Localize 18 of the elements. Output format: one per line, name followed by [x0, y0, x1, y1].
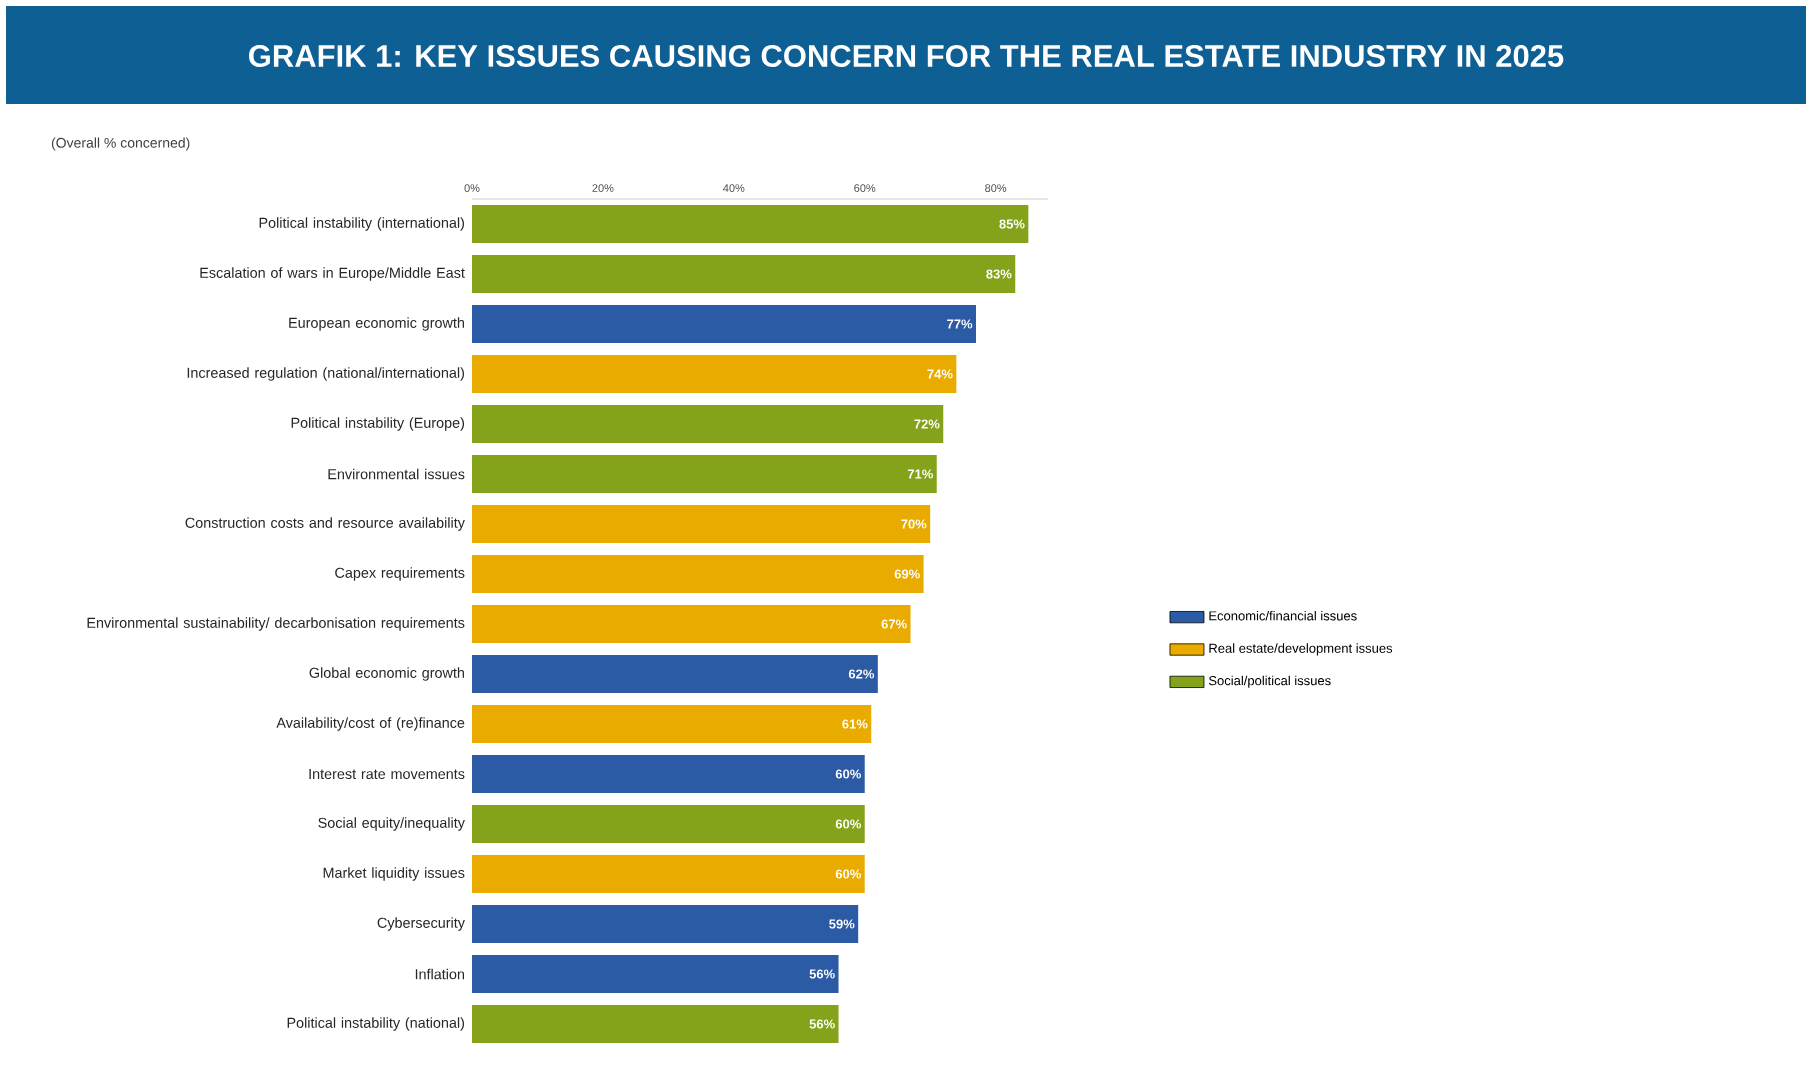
bar [472, 605, 911, 644]
bar [472, 705, 872, 744]
bar [472, 405, 944, 443]
bar [472, 955, 839, 994]
bar [472, 1005, 839, 1044]
bar [472, 205, 1029, 243]
bar [472, 255, 1016, 293]
bar [472, 755, 865, 794]
bar [472, 305, 976, 343]
chart-title: GRAFIK 1: KEY ISSUES CAUSING CONCERN FOR THE REAL ESTATE INDUSTRY IN 2025 [249, 45, 1564, 67]
bar [472, 655, 878, 694]
bar [472, 355, 957, 393]
bar [472, 505, 931, 543]
bar [472, 905, 859, 944]
bar [472, 455, 937, 493]
bar [472, 805, 865, 844]
bar [472, 855, 865, 894]
bar [472, 555, 924, 594]
